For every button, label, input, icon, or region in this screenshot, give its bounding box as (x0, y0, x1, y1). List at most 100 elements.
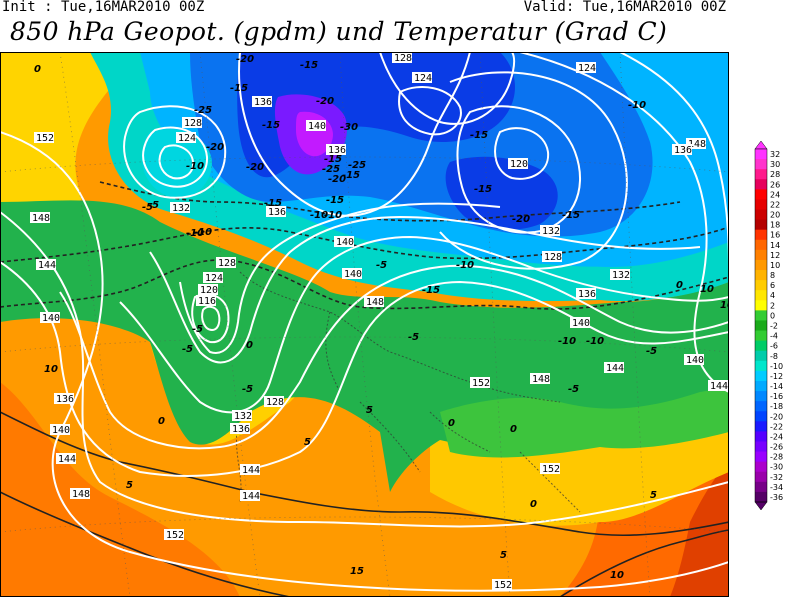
svg-text:152: 152 (542, 464, 560, 475)
svg-text:144: 144 (710, 381, 728, 392)
colorbar-label: 2 (770, 301, 775, 310)
svg-text:144: 144 (242, 465, 260, 476)
colorbar-label: 32 (770, 150, 780, 159)
colorbar-label: -34 (770, 483, 783, 492)
svg-text:132: 132 (234, 411, 252, 422)
colorbar-swatch (755, 249, 767, 261)
temp-label: -15 (230, 83, 248, 94)
isotherm-minus10 (99, 181, 681, 222)
colorbar-label: 10 (770, 261, 780, 270)
colorbar-label: 0 (770, 311, 775, 320)
colorbar-label: -14 (770, 382, 783, 391)
temp-label: -20 (512, 214, 530, 225)
temp-label: -10 (186, 228, 204, 239)
geo-label: 152 (34, 132, 54, 144)
geo-label: 128 (264, 396, 284, 408)
geo-label: 148 (530, 373, 550, 385)
temp-label: 0 (34, 64, 41, 75)
temp-label: -25 (194, 105, 212, 116)
isohypse-124-ne (398, 86, 462, 136)
colorbar-label: -24 (770, 432, 783, 441)
svg-text:132: 132 (612, 270, 630, 281)
svg-text:136: 136 (328, 145, 346, 156)
colorbar-label: -22 (770, 422, 783, 431)
temp-label: -20 (206, 142, 224, 153)
geo-label: 124 (576, 62, 596, 74)
temp-label: 10 (700, 284, 714, 295)
temp-label: -5 (192, 324, 203, 335)
temp-label: -10 (558, 336, 576, 347)
geo-label: 136 (576, 288, 596, 300)
colorbar-label: -32 (770, 473, 783, 482)
isohypse-124-nw (158, 144, 195, 180)
geo-label: 148 (70, 488, 90, 500)
geo-label: 132 (170, 202, 190, 214)
svg-text:120: 120 (200, 285, 218, 296)
temp-label: 5 (304, 437, 311, 448)
geo-label: 120 (508, 158, 528, 170)
geo-label: 152 (470, 377, 490, 389)
svg-text:136: 136 (578, 289, 596, 300)
geo-label: 124 (203, 272, 223, 284)
colorbar-swatch (755, 451, 767, 463)
temperature-isolines (0, 181, 729, 597)
colorbar-label: -30 (770, 463, 783, 472)
colorbar-swatch (755, 189, 767, 200)
svg-text:144: 144 (58, 454, 76, 465)
geo-label: 140 (40, 312, 60, 324)
temp-label: -25 (322, 164, 340, 175)
colorbar-label: -4 (770, 332, 778, 341)
svg-text:152: 152 (166, 530, 184, 541)
svg-text:128: 128 (184, 118, 202, 129)
svg-text:132: 132 (172, 203, 190, 214)
svg-text:144: 144 (38, 260, 56, 271)
colorbar-swatch (755, 310, 767, 321)
temp-label: 5 (500, 550, 507, 561)
isohypse-120-low (201, 305, 221, 332)
svg-text:140: 140 (308, 121, 326, 132)
init-time: Init : Tue,16MAR2010 00Z (2, 0, 205, 15)
colorbar-swatch (755, 300, 767, 311)
svg-text:136: 136 (268, 207, 286, 218)
colorbar-label: -18 (770, 402, 783, 411)
colorbar-label: -20 (770, 412, 783, 421)
geo-label: 132 (610, 269, 630, 281)
temp-label: 15 (350, 566, 364, 577)
temp-label: 5 (650, 490, 657, 501)
header: Init : Tue,16MAR2010 00Z Valid: Tue,16MA… (0, 0, 790, 52)
colorbar-swatch (755, 441, 767, 453)
svg-text:152: 152 (36, 133, 54, 144)
geo-label: 144 (240, 464, 260, 476)
valid-time: Valid: Tue,16MAR2010 00Z (523, 0, 726, 15)
svg-text:124: 124 (414, 73, 432, 84)
temp-field-red-sw (0, 382, 240, 597)
temp-label: 10 (610, 570, 624, 581)
colorbar-swatch (755, 159, 767, 170)
temp-label: -20 (236, 54, 254, 65)
geo-label: 152 (540, 463, 560, 475)
svg-text:148: 148 (32, 213, 50, 224)
colorbar-label: 16 (770, 231, 780, 240)
temp-label: -15 (474, 184, 492, 195)
colorbar-label: -12 (770, 372, 783, 381)
colorbar-swatch (755, 401, 767, 412)
geo-label: 140 (306, 120, 326, 132)
geo-label: 136 (672, 144, 692, 156)
temp-label: -15 (562, 210, 580, 221)
colorbar-label: 26 (770, 180, 780, 189)
temp-field-darkblue-e (445, 156, 558, 230)
colorbar-swatch (755, 340, 767, 352)
svg-text:140: 140 (344, 269, 362, 280)
svg-text:132: 132 (542, 226, 560, 237)
colorbar-label: 6 (770, 281, 775, 290)
colorbar-swatch (755, 169, 767, 180)
colorbar-top-arrow (754, 140, 768, 150)
colorbar-label: 18 (770, 221, 780, 230)
geo-label: 124 (412, 72, 432, 84)
colorbar-bottom-arrow (754, 501, 768, 511)
colorbar-swatch (755, 149, 767, 160)
temp-label: -10 (194, 227, 212, 238)
geo-label: 140 (342, 268, 362, 280)
svg-text:124: 124 (178, 133, 196, 144)
svg-text:140: 140 (336, 237, 354, 248)
